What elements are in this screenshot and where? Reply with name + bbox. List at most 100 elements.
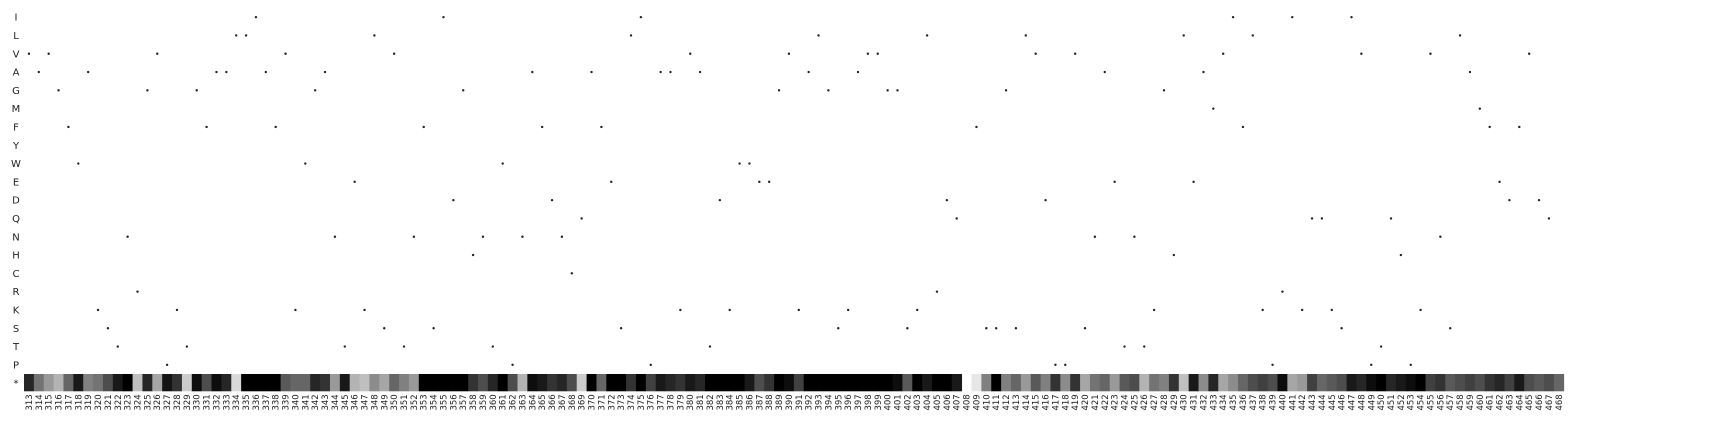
stop-cell-438 xyxy=(1257,374,1269,392)
wildtype-dot-351 xyxy=(402,345,406,348)
col-label-381: 381 xyxy=(696,394,706,410)
wildtype-dot-412 xyxy=(1004,89,1008,92)
col-label-374: 374 xyxy=(627,394,637,410)
col-label-453: 453 xyxy=(1407,394,1417,410)
stop-cell-326 xyxy=(152,374,163,392)
col-label-331: 331 xyxy=(203,394,213,410)
wildtype-dot-452 xyxy=(1399,253,1403,257)
wildtype-dot-374 xyxy=(629,34,633,37)
wildtype-dot-443 xyxy=(1310,217,1314,220)
wildtype-dot-331 xyxy=(205,125,208,129)
stop-cell-434 xyxy=(1218,374,1229,392)
wildtype-dot-322 xyxy=(116,345,119,348)
col-label-322: 322 xyxy=(114,394,124,410)
wildtype-dot-421 xyxy=(1093,235,1097,238)
stop-cell-341 xyxy=(300,374,311,392)
stop-cell-321 xyxy=(102,374,114,392)
wildtype-dot-380 xyxy=(689,52,692,55)
wildtype-dot-349 xyxy=(383,327,386,330)
col-label-395: 395 xyxy=(834,394,844,410)
stop-cell-468 xyxy=(1553,374,1565,392)
col-label-363: 363 xyxy=(518,394,528,410)
wildtype-dot-314 xyxy=(37,70,41,74)
wildtype-dot-341 xyxy=(304,162,307,165)
col-label-351: 351 xyxy=(400,394,410,410)
stop-cell-351 xyxy=(399,374,410,392)
col-label-441: 441 xyxy=(1288,394,1298,410)
col-label-344: 344 xyxy=(331,394,341,410)
col-label-352: 352 xyxy=(410,394,420,410)
stop-cell-457 xyxy=(1445,374,1456,392)
stop-cell-431 xyxy=(1188,374,1199,392)
col-label-459: 459 xyxy=(1466,394,1476,410)
stop-cell-462 xyxy=(1494,374,1505,392)
stop-cell-396 xyxy=(843,374,854,392)
col-label-362: 362 xyxy=(509,394,519,410)
col-label-386: 386 xyxy=(745,394,755,410)
stop-cell-370 xyxy=(586,374,597,392)
col-label-329: 329 xyxy=(183,394,193,410)
wildtype-dot-420 xyxy=(1083,327,1087,330)
col-label-334: 334 xyxy=(232,394,242,410)
stop-cell-417 xyxy=(1050,374,1061,392)
stop-cell-432 xyxy=(1198,374,1209,392)
wildtype-dot-428 xyxy=(1162,89,1166,92)
stop-cell-425 xyxy=(1129,374,1140,392)
wildtype-dot-411 xyxy=(994,327,998,330)
stop-cell-465 xyxy=(1524,374,1535,392)
col-label-364: 364 xyxy=(528,394,538,410)
col-label-375: 375 xyxy=(637,394,647,410)
wildtype-dot-426 xyxy=(1143,345,1146,348)
stop-cell-404 xyxy=(922,374,933,392)
col-label-406: 406 xyxy=(943,394,953,410)
col-label-367: 367 xyxy=(558,394,568,410)
col-label-447: 447 xyxy=(1348,394,1358,410)
wildtype-dot-376 xyxy=(649,363,652,367)
col-label-324: 324 xyxy=(134,394,144,410)
wildtype-dot-350 xyxy=(392,52,396,55)
stop-cell-426 xyxy=(1139,374,1150,392)
stop-cell-467 xyxy=(1543,374,1555,392)
col-label-350: 350 xyxy=(390,394,400,410)
stop-row-cells xyxy=(24,374,1565,392)
stop-cell-418 xyxy=(1060,374,1071,392)
col-label-431: 431 xyxy=(1190,394,1200,410)
wildtype-dot-461 xyxy=(1488,125,1491,129)
stop-cell-410 xyxy=(981,374,992,392)
col-label-448: 448 xyxy=(1357,394,1367,410)
stop-cell-463 xyxy=(1504,374,1515,392)
stop-cell-313 xyxy=(24,374,35,392)
stop-cell-338 xyxy=(270,374,282,392)
wildtype-dot-407 xyxy=(955,217,958,220)
col-label-317: 317 xyxy=(64,394,74,410)
stop-cell-360 xyxy=(487,374,499,392)
stop-cell-442 xyxy=(1297,374,1308,392)
stop-cell-388 xyxy=(764,374,775,392)
wildtype-dot-355 xyxy=(442,15,445,19)
wildtype-dot-406 xyxy=(945,198,949,202)
col-label-393: 393 xyxy=(815,394,825,410)
wildtype-dot-321 xyxy=(106,327,110,330)
wildtype-dot-383 xyxy=(718,198,722,202)
wildtype-dot-403 xyxy=(916,308,919,312)
col-label-439: 439 xyxy=(1269,394,1279,410)
wildtype-dot-425 xyxy=(1133,235,1136,238)
stop-cell-394 xyxy=(823,374,834,392)
col-label-455: 455 xyxy=(1426,394,1436,410)
wildtype-dot-313 xyxy=(27,52,31,55)
wildtype-dot-460 xyxy=(1478,107,1482,110)
wildtype-dot-396 xyxy=(846,308,850,312)
col-label-412: 412 xyxy=(1002,394,1012,410)
stop-cell-350 xyxy=(389,374,400,392)
wildtype-dot-361 xyxy=(501,162,504,165)
wildtype-dot-463 xyxy=(1508,198,1511,202)
stop-cell-361 xyxy=(497,374,509,392)
wildtype-dot-327 xyxy=(165,363,169,367)
stop-cell-328 xyxy=(172,374,183,392)
col-label-357: 357 xyxy=(459,394,469,410)
wildtype-dot-393 xyxy=(817,34,820,37)
wildtype-dot-343 xyxy=(323,70,327,74)
col-label-408: 408 xyxy=(963,394,973,410)
wildtype-dot-315 xyxy=(47,52,50,55)
col-label-418: 418 xyxy=(1061,394,1071,410)
